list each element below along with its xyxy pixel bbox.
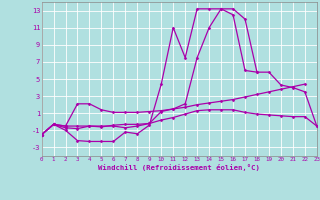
X-axis label: Windchill (Refroidissement éolien,°C): Windchill (Refroidissement éolien,°C) — [98, 164, 260, 171]
